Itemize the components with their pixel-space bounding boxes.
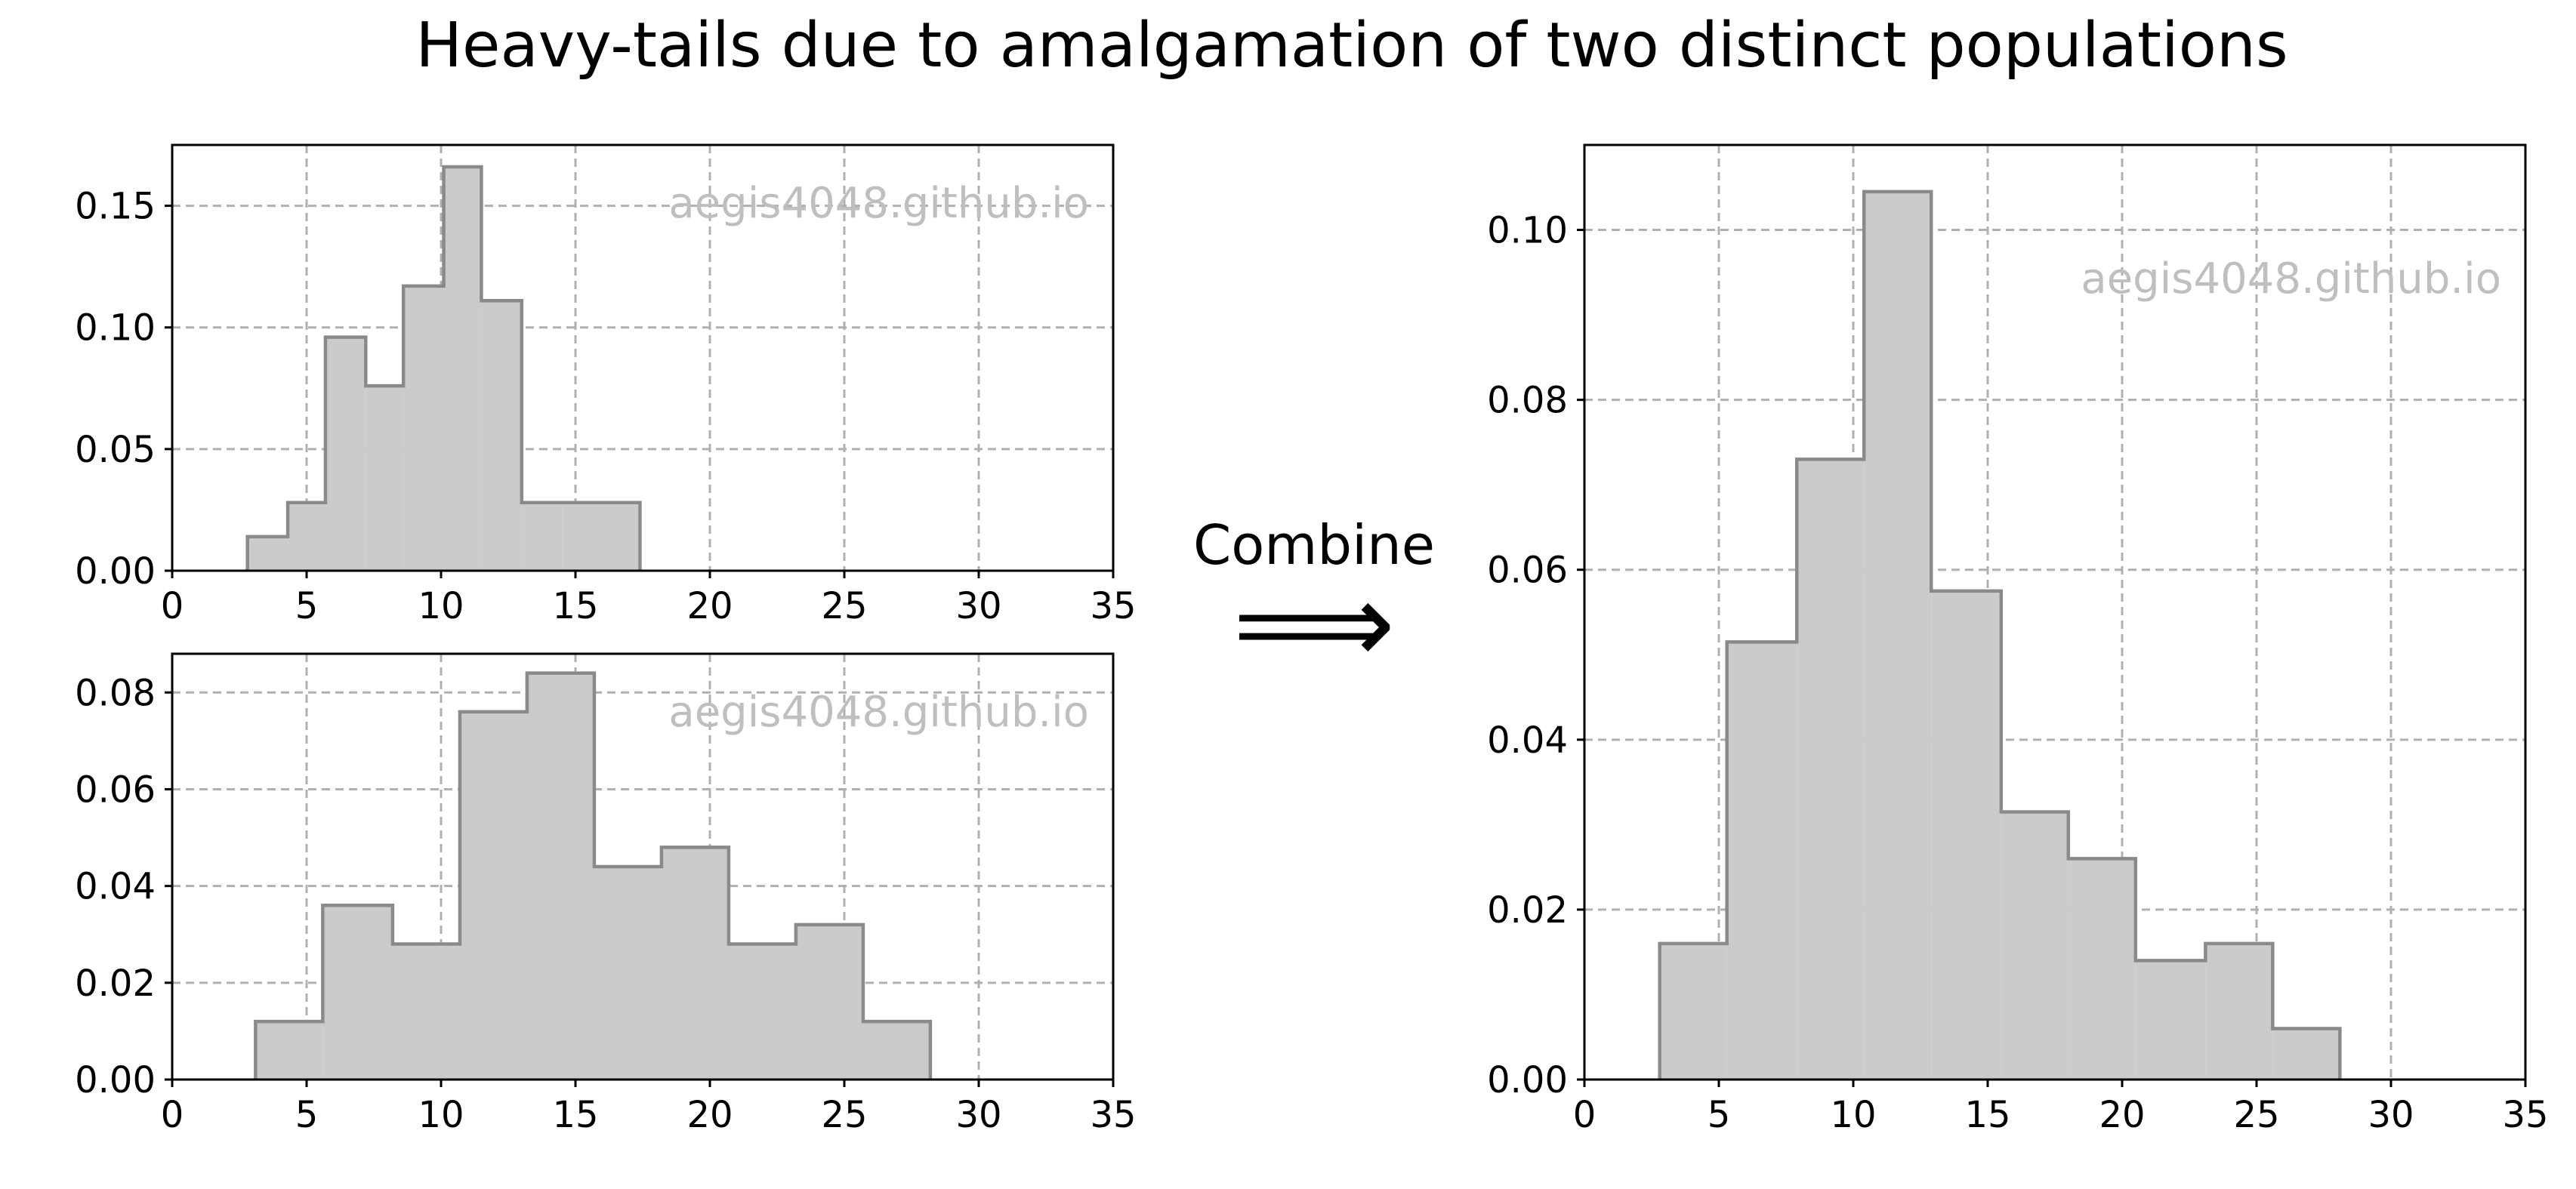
histogram-bar xyxy=(594,867,662,1080)
watermark-text: aegis4048.github.io xyxy=(2081,254,2501,303)
histogram-bar xyxy=(661,847,729,1080)
histogram-bar xyxy=(481,300,522,571)
x-tick-label: 5 xyxy=(1708,1094,1731,1136)
histogram-bar xyxy=(325,337,366,571)
histogram-bar xyxy=(322,905,393,1080)
histogram-bar xyxy=(600,502,640,571)
histogram-bar xyxy=(1931,590,2001,1080)
y-tick-label: 0.04 xyxy=(1487,719,1568,762)
histogram-bar xyxy=(366,386,404,571)
histogram-bar xyxy=(443,167,482,571)
x-tick-label: 15 xyxy=(1964,1094,2010,1136)
histogram-bar xyxy=(2068,858,2136,1080)
histogram-outline xyxy=(1658,189,2342,1080)
x-tick-label: 15 xyxy=(552,1094,598,1136)
y-tick-label: 0.05 xyxy=(75,429,156,471)
watermark-text: aegis4048.github.io xyxy=(668,688,1089,737)
x-tick-label: 20 xyxy=(686,1094,733,1136)
histogram-bar xyxy=(247,536,288,571)
y-tick-label: 0.00 xyxy=(75,1059,156,1101)
histogram-bar xyxy=(2205,943,2273,1080)
histogram-bar xyxy=(2135,960,2206,1080)
x-tick-label: 20 xyxy=(686,585,733,627)
histogram-bar xyxy=(288,502,325,571)
histogram-bar xyxy=(255,1021,323,1080)
x-tick-label: 5 xyxy=(295,1094,319,1136)
watermark-text: aegis4048.github.io xyxy=(668,179,1089,228)
x-tick-label: 15 xyxy=(552,585,598,627)
histogram-bar xyxy=(1659,943,1727,1080)
histogram-bar xyxy=(862,1021,930,1080)
x-tick-label: 0 xyxy=(1573,1094,1597,1136)
axes-frame xyxy=(171,652,1115,1081)
right-double-arrow-icon: ⟹ xyxy=(1232,559,1395,690)
x-tick-label: 35 xyxy=(1090,585,1136,627)
x-tick-label: 30 xyxy=(955,1094,1001,1136)
y-tick-label: 0.08 xyxy=(75,672,156,714)
x-tick-label: 5 xyxy=(295,585,319,627)
histogram-bar xyxy=(2001,812,2069,1080)
figure-title: Heavy-tails due to amalgamation of two d… xyxy=(415,10,2288,82)
y-tick-label: 0.02 xyxy=(75,963,156,1005)
y-tick-label: 0.00 xyxy=(1487,1059,1568,1101)
histogram-bar xyxy=(1726,642,1797,1080)
y-tick-label: 0.06 xyxy=(1487,550,1568,592)
y-tick-label: 0.10 xyxy=(1487,210,1568,252)
axes-frame xyxy=(1583,143,2527,1081)
x-tick-label: 10 xyxy=(418,1094,464,1136)
histogram-bar xyxy=(521,502,563,571)
histogram-bar xyxy=(2272,1028,2340,1080)
histogram-outline xyxy=(254,671,933,1080)
y-tick-label: 0.04 xyxy=(75,866,156,908)
x-tick-label: 25 xyxy=(2233,1094,2279,1136)
y-tick-label: 0.00 xyxy=(75,550,156,593)
x-tick-label: 20 xyxy=(2099,1094,2145,1136)
x-tick-label: 25 xyxy=(821,585,867,627)
histogram-bar xyxy=(459,711,527,1080)
histogram-bar xyxy=(1797,459,1865,1080)
histogram-bar xyxy=(795,924,863,1080)
x-tick-label: 0 xyxy=(161,1094,184,1136)
histogram-bar xyxy=(392,944,460,1080)
x-tick-label: 30 xyxy=(955,585,1001,627)
y-tick-label: 0.02 xyxy=(1487,889,1568,932)
y-tick-label: 0.06 xyxy=(75,769,156,811)
x-tick-label: 30 xyxy=(2368,1094,2414,1136)
x-tick-label: 35 xyxy=(2502,1094,2548,1136)
axes-frame xyxy=(171,143,1115,572)
combined-histogram: aegis4048.github.io 0 5 10 15 20 25 30 35 0.00 0.0… xyxy=(1487,143,2549,1136)
x-tick-label: 35 xyxy=(1090,1094,1136,1136)
y-tick-label: 0.10 xyxy=(75,307,156,350)
histogram-bar xyxy=(562,502,600,571)
histogram-bar xyxy=(403,285,444,571)
x-tick-label: 10 xyxy=(418,585,464,627)
y-tick-label: 0.08 xyxy=(1487,380,1568,422)
histogram-outline xyxy=(245,165,642,571)
x-tick-label: 0 xyxy=(161,585,184,627)
y-tick-label: 0.15 xyxy=(75,186,156,228)
histogram-bar xyxy=(526,673,594,1080)
combine-label: Combine xyxy=(1193,513,1435,577)
bottom-left-histogram: aegis4048.github.io 0 5 10 15 20 25 30 35 0.00 0.0… xyxy=(75,652,1137,1136)
top-left-histogram: aegis4048.github.io 0 5 10 15 20 25 30 35 0.00 0.0… xyxy=(75,143,1137,627)
x-tick-label: 10 xyxy=(1830,1094,1876,1136)
histogram-bar xyxy=(728,944,796,1080)
histogram-bar xyxy=(1864,191,1932,1080)
x-tick-label: 25 xyxy=(821,1094,867,1136)
